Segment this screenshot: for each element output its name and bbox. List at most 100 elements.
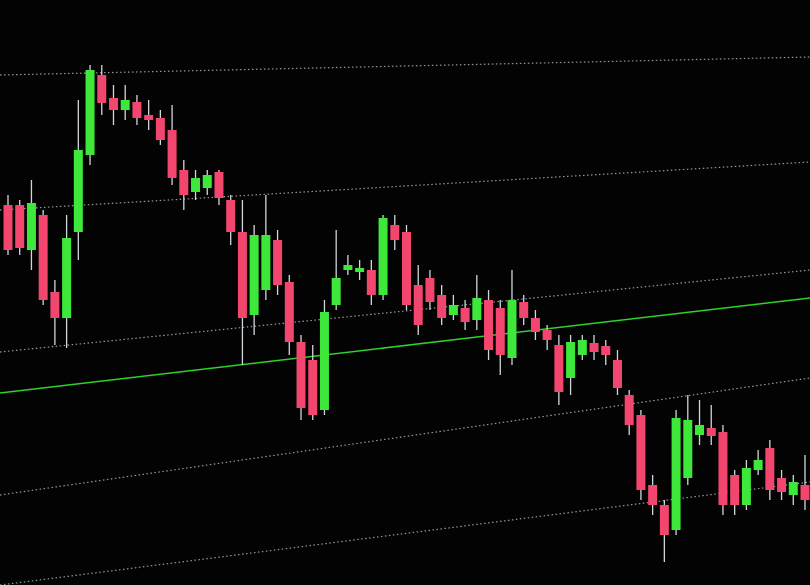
candle-body: [554, 345, 564, 392]
candle-down: [495, 300, 505, 375]
candle-body: [507, 300, 517, 358]
candle-down: [542, 325, 552, 350]
candle-up: [683, 395, 693, 485]
candle-body: [636, 415, 646, 490]
candle-body: [214, 172, 224, 198]
candle-down: [3, 195, 13, 255]
candle-body: [120, 100, 130, 110]
candle-down: [554, 335, 564, 405]
candle-down: [15, 200, 25, 255]
candle-down: [800, 455, 810, 510]
candle-body: [765, 448, 775, 490]
candle-up: [507, 270, 517, 365]
candle-body: [38, 215, 48, 300]
candle-body: [577, 340, 587, 355]
candle-up: [695, 400, 705, 445]
candles: [3, 65, 810, 562]
candle-down: [214, 170, 224, 205]
candle-down: [718, 425, 728, 515]
candle-body: [448, 305, 458, 315]
candle-body: [648, 485, 658, 505]
candle-down: [273, 230, 283, 295]
candle-down: [38, 210, 48, 305]
candle-body: [167, 130, 177, 178]
candle-up: [472, 275, 482, 330]
candle-body: [659, 505, 669, 535]
candle-body: [495, 308, 505, 355]
candle-down: [659, 500, 669, 562]
candle-body: [331, 278, 341, 305]
candle-up: [343, 255, 353, 275]
candle-up: [191, 170, 201, 200]
candle-up: [448, 295, 458, 320]
candle-down: [437, 285, 447, 325]
candle-body: [589, 343, 599, 352]
gridline: [0, 161, 810, 211]
candle-body: [108, 98, 118, 110]
candle-body: [390, 225, 400, 240]
candle-down: [413, 265, 423, 335]
candle-body: [144, 115, 154, 120]
candle-up: [85, 65, 95, 165]
candle-body: [402, 232, 411, 305]
candle-down: [390, 215, 400, 250]
gridline: [0, 481, 810, 585]
candle-down: [50, 280, 60, 345]
candle-down: [636, 410, 646, 500]
candle-body: [530, 318, 540, 332]
candle-body: [155, 118, 165, 140]
candle-body: [777, 478, 787, 492]
candle-body: [730, 475, 740, 505]
candle-up: [202, 170, 212, 195]
candle-body: [460, 308, 470, 322]
candle-down: [108, 85, 118, 125]
candle-up: [120, 85, 130, 120]
gridlines: [0, 56, 810, 585]
candle-down: [155, 110, 165, 145]
candle-body: [226, 200, 236, 232]
candle-up: [378, 215, 388, 300]
candle-body: [601, 346, 611, 355]
candle-up: [73, 100, 83, 260]
candle-up: [62, 215, 72, 348]
candle-body: [237, 232, 247, 318]
candle-body: [741, 468, 751, 505]
candle-up: [577, 335, 587, 360]
candle-down: [589, 335, 599, 360]
candle-body: [566, 342, 576, 378]
candle-up: [566, 335, 576, 395]
candle-down: [144, 100, 154, 130]
candle-body: [484, 300, 494, 350]
candle-body: [366, 270, 376, 295]
candle-up: [261, 195, 271, 300]
candle-body: [671, 418, 681, 530]
candle-body: [355, 268, 365, 272]
candle-body: [683, 420, 693, 478]
candle-body: [319, 312, 329, 410]
candle-body: [249, 235, 259, 315]
candle-down: [167, 105, 177, 185]
current-price-line: [0, 297, 810, 394]
candle-up: [331, 230, 341, 310]
candle-up: [319, 300, 329, 415]
candle-down: [97, 65, 107, 115]
candle-up: [26, 180, 36, 270]
candle-down: [132, 95, 142, 125]
candle-down: [730, 470, 740, 515]
candle-body: [706, 428, 716, 436]
candle-body: [519, 302, 529, 318]
candle-down: [366, 260, 376, 305]
candle-body: [85, 70, 95, 155]
candle-body: [378, 218, 388, 295]
candle-up: [788, 475, 798, 505]
candle-body: [542, 330, 552, 340]
candle-down: [601, 340, 611, 365]
candle-up: [355, 260, 365, 280]
candle-body: [73, 150, 83, 232]
candle-body: [26, 203, 36, 250]
candle-down: [519, 295, 529, 325]
candle-body: [202, 175, 212, 188]
candle-down: [308, 345, 318, 420]
candle-body: [308, 360, 318, 415]
